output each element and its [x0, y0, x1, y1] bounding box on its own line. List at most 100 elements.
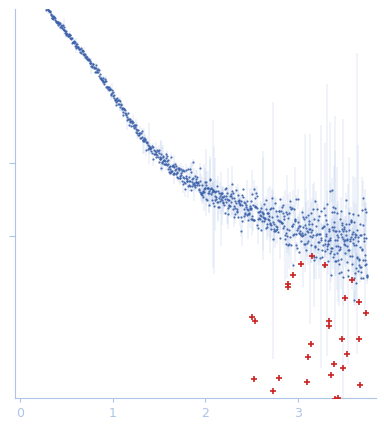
- Point: [241, 198, 247, 205]
- Point: [308, 340, 314, 347]
- Point: [196, 186, 202, 193]
- Point: [84, 56, 91, 63]
- Point: [184, 175, 190, 182]
- Point: [272, 228, 278, 235]
- Point: [348, 233, 354, 240]
- Point: [51, 14, 57, 21]
- Point: [345, 273, 351, 280]
- Point: [198, 190, 204, 197]
- Point: [347, 235, 353, 242]
- Point: [38, 0, 44, 3]
- Point: [246, 211, 252, 218]
- Point: [41, 0, 47, 6]
- Point: [170, 163, 177, 170]
- Point: [130, 118, 136, 125]
- Point: [101, 80, 108, 87]
- Point: [293, 196, 299, 203]
- Point: [235, 197, 241, 204]
- Point: [126, 116, 132, 123]
- Point: [322, 262, 328, 269]
- Point: [296, 230, 302, 237]
- Point: [227, 192, 233, 199]
- Point: [169, 162, 175, 169]
- Point: [45, 5, 51, 12]
- Point: [157, 153, 163, 160]
- Point: [260, 211, 266, 218]
- Point: [98, 75, 104, 82]
- Point: [165, 160, 171, 167]
- Point: [356, 255, 362, 262]
- Point: [56, 20, 63, 27]
- Point: [278, 219, 285, 226]
- Point: [37, 0, 43, 1]
- Point: [339, 221, 345, 228]
- Point: [328, 271, 334, 278]
- Point: [37, 0, 43, 1]
- Point: [347, 237, 353, 244]
- Point: [203, 178, 209, 185]
- Point: [235, 191, 241, 198]
- Point: [292, 215, 298, 222]
- Point: [67, 35, 73, 42]
- Point: [169, 167, 175, 174]
- Point: [317, 410, 323, 417]
- Point: [262, 218, 268, 225]
- Point: [185, 173, 192, 180]
- Point: [290, 261, 296, 268]
- Point: [300, 224, 306, 231]
- Point: [207, 175, 214, 182]
- Point: [162, 161, 168, 168]
- Point: [185, 183, 191, 190]
- Point: [342, 249, 348, 256]
- Point: [43, 6, 50, 13]
- Point: [197, 165, 203, 172]
- Point: [362, 252, 369, 259]
- Point: [69, 39, 75, 46]
- Point: [340, 227, 346, 234]
- Point: [200, 188, 207, 195]
- Point: [48, 11, 54, 18]
- Point: [121, 111, 127, 118]
- Point: [273, 208, 279, 215]
- Point: [57, 19, 63, 26]
- Point: [152, 148, 158, 155]
- Point: [311, 242, 318, 249]
- Point: [364, 274, 370, 281]
- Point: [240, 186, 246, 193]
- Point: [323, 217, 329, 224]
- Point: [56, 20, 62, 27]
- Point: [111, 94, 117, 101]
- Point: [342, 236, 348, 243]
- Point: [345, 267, 351, 274]
- Point: [334, 231, 340, 238]
- Point: [119, 106, 125, 113]
- Point: [162, 157, 168, 164]
- Point: [295, 196, 301, 203]
- Point: [222, 196, 228, 203]
- Point: [346, 221, 353, 228]
- Point: [94, 68, 100, 75]
- Point: [127, 117, 134, 124]
- Point: [271, 228, 277, 235]
- Point: [266, 219, 273, 226]
- Point: [338, 268, 344, 275]
- Point: [254, 193, 260, 200]
- Point: [323, 221, 329, 228]
- Point: [360, 257, 366, 264]
- Point: [350, 239, 356, 246]
- Point: [164, 158, 170, 165]
- Point: [215, 188, 221, 195]
- Point: [318, 208, 324, 215]
- Point: [217, 193, 223, 200]
- Point: [343, 231, 349, 238]
- Point: [341, 241, 347, 248]
- Point: [329, 226, 336, 233]
- Point: [63, 32, 70, 39]
- Point: [170, 163, 176, 170]
- Point: [129, 117, 136, 124]
- Point: [100, 78, 106, 85]
- Point: [334, 209, 341, 216]
- Point: [205, 190, 211, 197]
- Point: [327, 188, 333, 195]
- Point: [315, 239, 321, 246]
